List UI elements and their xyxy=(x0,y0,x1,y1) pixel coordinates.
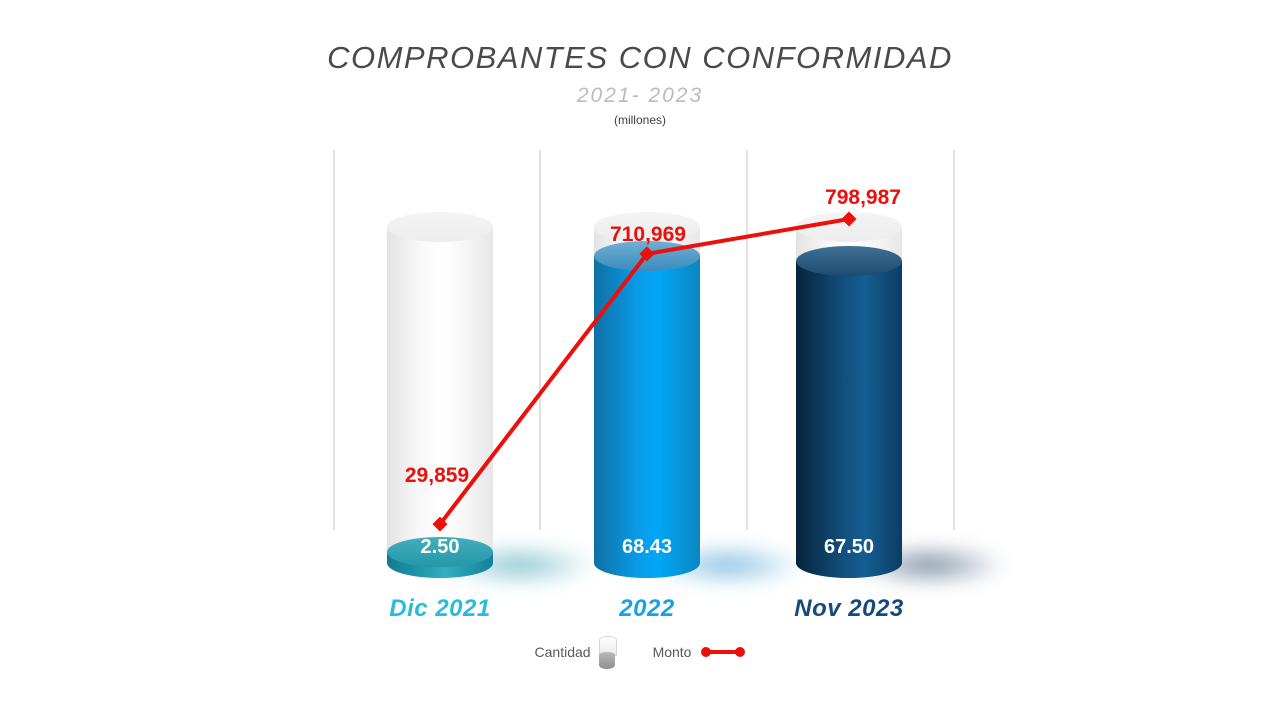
bar-cantidad-dic2021 xyxy=(387,536,493,578)
cylinder-legend-icon xyxy=(598,635,617,669)
value-label-cantidad-nov2023: 67.50 xyxy=(823,536,875,558)
value-label-monto-2022: 710,969 xyxy=(610,223,686,246)
gridline xyxy=(333,150,335,530)
value-label-cantidad-dic2021: 2.50 xyxy=(420,536,460,558)
legend: Cantidad Monto xyxy=(0,630,1280,674)
value-label-cantidad-2022: 68.43 xyxy=(621,536,673,558)
line-legend-icon xyxy=(701,647,746,657)
value-label-monto-dic2021: 29,859 xyxy=(404,464,470,487)
legend-cantidad-label: Cantidad xyxy=(534,644,591,660)
category-label-nov2023: Nov 2023 xyxy=(794,595,904,622)
gridline xyxy=(539,150,541,530)
category-label-2022: 2022 xyxy=(619,595,675,622)
ghost-cylinder-dic2021 xyxy=(387,212,493,578)
gridline xyxy=(953,150,955,530)
gridline xyxy=(746,150,748,530)
legend-monto-label: Monto xyxy=(652,644,692,660)
category-label-dic2021: Dic 2021 xyxy=(389,595,491,622)
value-label-monto-nov2023: 798,987 xyxy=(825,186,901,209)
chart-title: COMPROBANTES CON CONFORMIDAD xyxy=(327,40,953,75)
bar-cantidad-nov2023 xyxy=(796,245,902,578)
bar-cantidad-2022 xyxy=(594,241,700,578)
chart-units-note: (millones) xyxy=(613,113,666,127)
chart-subtitle: 2021- 2023 xyxy=(576,84,704,107)
